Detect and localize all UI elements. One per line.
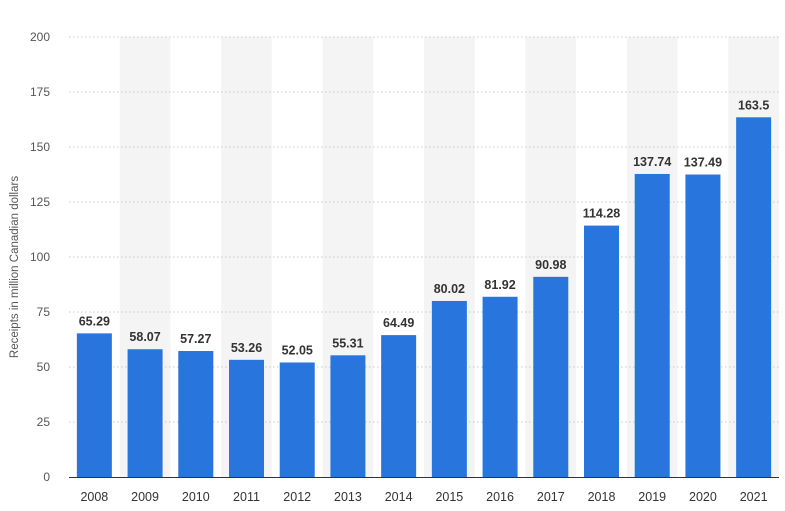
bar (482, 296, 518, 477)
value-label: 65.29 (79, 314, 110, 328)
value-label: 137.74 (633, 155, 671, 169)
bar (127, 349, 163, 477)
y-tick-label: 125 (30, 195, 50, 209)
y-axis-title: Receipts in million Canadian dollars (9, 176, 21, 358)
bar (229, 359, 264, 477)
value-label: 55.31 (332, 336, 363, 350)
y-tick-label: 75 (37, 305, 51, 319)
bar (685, 174, 721, 477)
x-tick-label: 2010 (182, 490, 210, 504)
x-tick-label: 2021 (740, 490, 768, 504)
x-tick-label: 2008 (80, 490, 108, 504)
bar (279, 362, 315, 477)
bars (76, 117, 772, 478)
y-tick-label: 100 (30, 250, 50, 264)
x-tick-label: 2018 (588, 490, 616, 504)
x-axis-ticks: 2008 2009 2010 2011 2012 2013 2014 2015 2016 2017… (80, 490, 767, 504)
y-tick-label: 25 (37, 415, 51, 429)
value-label: 137.49 (684, 156, 722, 170)
x-tick-label: 2015 (435, 490, 463, 504)
value-label: 53.26 (231, 341, 262, 355)
bar (76, 333, 112, 477)
value-label: 114.28 (583, 207, 621, 221)
bar (381, 335, 417, 477)
value-label: 163.5 (738, 98, 769, 112)
y-tick-label: 175 (30, 85, 50, 99)
y-tick-label: 150 (30, 140, 50, 154)
bar (330, 355, 366, 477)
y-tick-label: 50 (37, 360, 51, 374)
bar (634, 173, 670, 478)
x-tick-label: 2012 (283, 490, 311, 504)
x-tick-label: 2016 (486, 490, 514, 504)
bar (736, 117, 772, 478)
x-tick-label: 2009 (131, 490, 159, 504)
value-label: 52.05 (282, 343, 313, 357)
y-tick-label: 200 (30, 30, 50, 44)
value-label: 90.98 (535, 258, 566, 272)
y-axis-ticks: 0 25 50 75 100 125 150 175 200 (30, 30, 50, 484)
x-tick-label: 2011 (233, 490, 260, 504)
value-label: 64.49 (383, 316, 414, 330)
x-tick-label: 2017 (537, 490, 565, 504)
bar (584, 225, 619, 477)
bar (178, 351, 214, 477)
bar (431, 300, 467, 477)
y-tick-label: 0 (43, 470, 50, 484)
value-labels: 65.29 58.07 57.27 53.26 52.05 55.31 64.49 80.02… (79, 98, 770, 357)
value-label: 80.02 (434, 282, 465, 296)
x-tick-label: 2014 (385, 490, 413, 504)
x-tick-label: 2013 (334, 490, 362, 504)
bar (533, 276, 569, 477)
x-tick-label: 2020 (689, 490, 717, 504)
value-label: 81.92 (484, 278, 515, 292)
x-tick-label: 2019 (638, 490, 666, 504)
value-label: 58.07 (129, 330, 160, 344)
value-label: 57.27 (180, 332, 211, 346)
